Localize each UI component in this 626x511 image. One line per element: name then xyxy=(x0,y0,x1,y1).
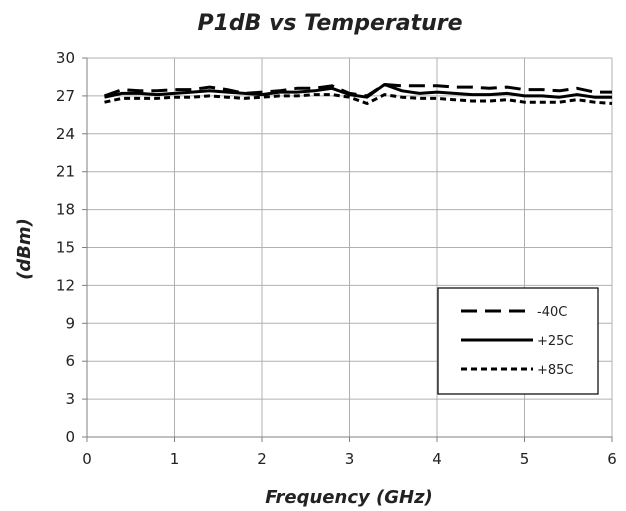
y-tick-label: 12 xyxy=(56,276,75,294)
x-tick-label: 6 xyxy=(607,450,617,468)
series-line-2 xyxy=(104,83,612,99)
x-tick-label: 0 xyxy=(82,450,92,468)
y-tick-label: 6 xyxy=(65,352,75,370)
series-line-1 xyxy=(103,83,612,98)
series-layer xyxy=(103,83,613,105)
series-line-3 xyxy=(104,93,613,105)
legend-label-2: +25C xyxy=(537,334,574,349)
chart-title: P1dB vs Temperature xyxy=(197,11,462,36)
y-tick-label: 21 xyxy=(56,163,75,181)
legend: -40C +25C +85C xyxy=(437,287,599,395)
x-tick-label: 2 xyxy=(257,450,267,468)
y-axis-label: (dBm) xyxy=(14,218,35,280)
x-tick-label: 1 xyxy=(170,450,180,468)
legend-label-3: +85C xyxy=(537,363,574,378)
x-tick-label: 5 xyxy=(520,450,530,468)
x-tick-label: 3 xyxy=(345,450,355,468)
y-tick-label: 3 xyxy=(65,390,75,408)
y-tick-label: 0 xyxy=(65,428,75,446)
y-tick-label: 15 xyxy=(56,239,75,257)
x-tick-label: 4 xyxy=(432,450,442,468)
y-tick-label: 9 xyxy=(65,314,75,332)
legend-label-1: -40C xyxy=(537,305,567,320)
y-tick-label: 24 xyxy=(56,125,75,143)
y-tick-label: 18 xyxy=(56,201,75,219)
y-tick-label: 27 xyxy=(56,87,75,105)
grid-layer xyxy=(87,57,613,437)
y-tick-label: 30 xyxy=(56,49,75,67)
x-axis-label: Frequency (GHz) xyxy=(265,487,433,508)
